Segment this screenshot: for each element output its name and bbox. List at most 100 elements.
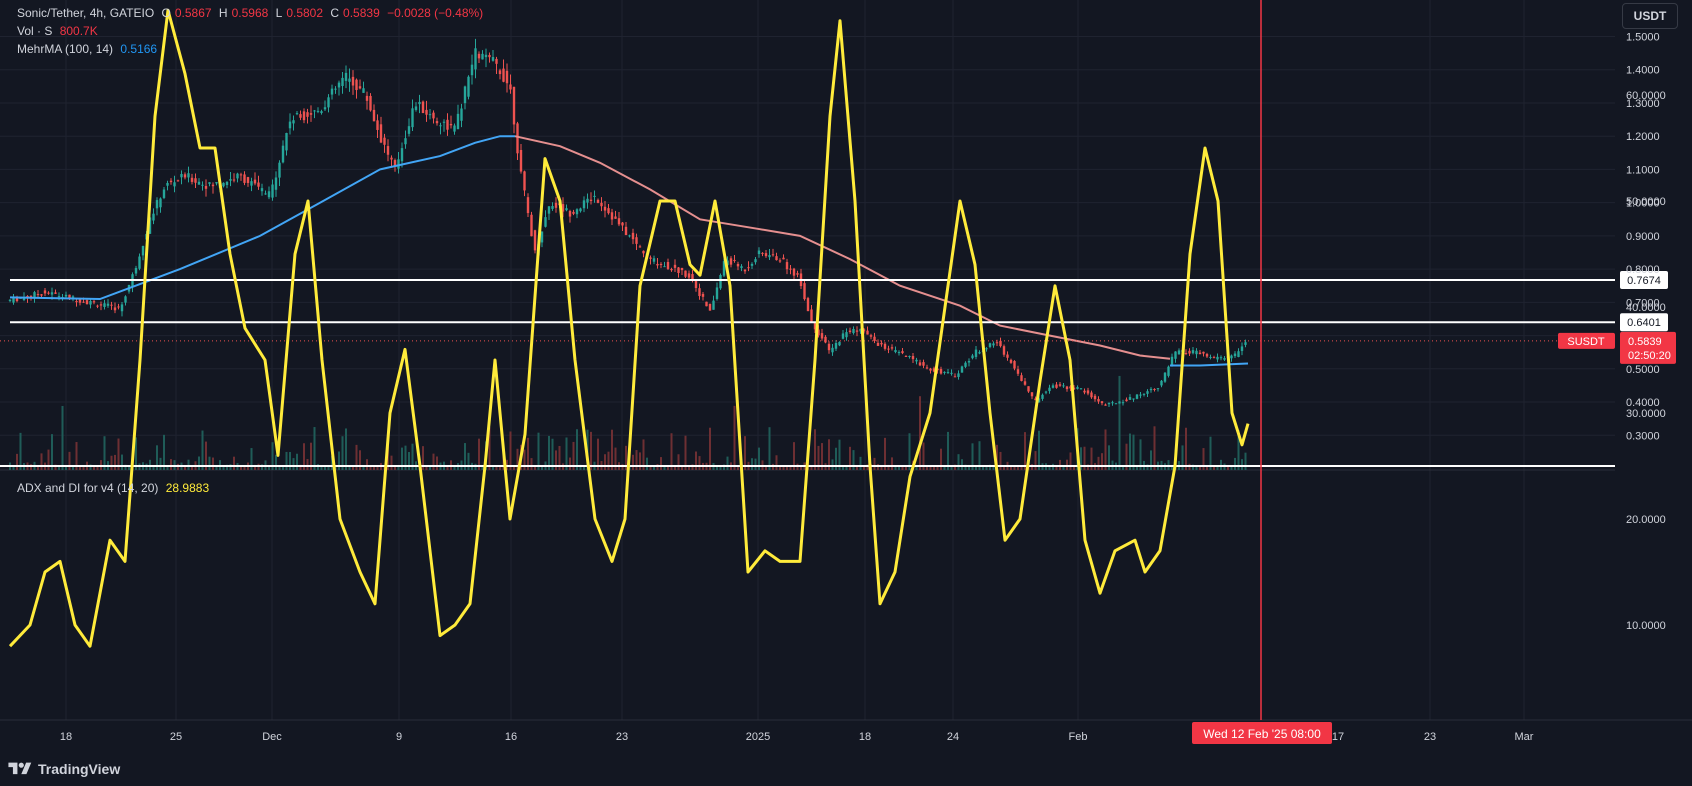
volume-bar xyxy=(429,465,431,470)
footer xyxy=(0,756,1692,786)
volume-bar xyxy=(261,464,263,470)
candle-body xyxy=(852,328,855,334)
candle-body xyxy=(873,336,876,342)
candle-body xyxy=(834,342,838,349)
volume-bar xyxy=(229,464,232,470)
volume-bar xyxy=(376,465,379,470)
candle-body xyxy=(1097,399,1100,402)
time-tick-label: 23 xyxy=(616,731,628,743)
volume-bar xyxy=(1220,459,1222,470)
candle-body xyxy=(477,53,481,59)
volume-bar xyxy=(894,465,897,470)
volume-bar xyxy=(1104,429,1107,470)
volume-bar xyxy=(170,459,172,470)
volume-bar xyxy=(985,465,988,470)
price-axis[interactable]: 1.5000 1.4000 1.3000 1.2000 1.1000 1.0000 0.90… xyxy=(1558,32,1676,443)
candle-body xyxy=(29,295,33,297)
adx-tick-label: 60.0000 xyxy=(1626,90,1666,102)
candle-body xyxy=(54,292,57,294)
candle-body xyxy=(292,120,295,124)
volume-bar xyxy=(891,457,893,470)
candle-body xyxy=(327,97,330,108)
candle-body xyxy=(810,309,813,323)
volume-bar xyxy=(212,457,214,470)
volume-bar xyxy=(387,445,389,470)
tradingview-logo[interactable]: TradingView xyxy=(8,760,120,778)
adx-tick-label: 10.0000 xyxy=(1626,620,1666,632)
volume-bar xyxy=(58,465,60,470)
volume-bar xyxy=(1013,465,1016,470)
candle-body xyxy=(176,180,180,182)
candle-body xyxy=(726,260,729,266)
volume-bar xyxy=(677,454,680,470)
candle-body xyxy=(341,77,344,87)
horizontal-levels[interactable]: 0.7674 0.6401 xyxy=(10,270,1668,332)
candle-body xyxy=(547,206,551,214)
close-label: C xyxy=(330,6,340,20)
volume-bar xyxy=(632,454,634,470)
volume-value: 800.7K xyxy=(59,24,98,38)
candle-body xyxy=(390,157,393,160)
adx-tick-label: 50.0000 xyxy=(1626,196,1666,208)
volume-bar xyxy=(299,464,302,470)
volume-bar xyxy=(1202,448,1205,470)
time-axis[interactable]: 18 25 Dec 9 16 23 2025 18 24 Feb 23 Mar 17 xyxy=(0,719,1692,743)
volume-bar xyxy=(625,445,627,470)
volume-legend[interactable]: Vol · S 800.7K xyxy=(17,24,102,38)
volume-bar xyxy=(1136,465,1138,470)
volume-bar xyxy=(184,465,186,470)
candle-body xyxy=(610,212,614,220)
volume-bar xyxy=(922,442,925,470)
candle-body xyxy=(554,202,558,208)
volume-bar xyxy=(453,465,456,470)
candle-body xyxy=(267,191,271,198)
candle-body xyxy=(1027,386,1030,392)
volume-bar xyxy=(929,465,932,470)
volume-bar xyxy=(821,443,823,470)
volume-bar xyxy=(446,465,449,470)
candle-body xyxy=(236,173,239,179)
candle-body xyxy=(103,303,106,307)
candle-body xyxy=(1058,384,1062,386)
volume-bar xyxy=(254,464,256,470)
candle-body xyxy=(57,296,61,298)
candle-body xyxy=(1114,403,1118,405)
volume-bar xyxy=(1150,450,1152,470)
adx-legend[interactable]: ADX and DI for v4 (14, 20) 28.9883 xyxy=(17,481,213,495)
volume-bar xyxy=(282,465,284,470)
volume-bar xyxy=(1213,465,1215,470)
volume-bar xyxy=(401,447,403,470)
candle-body xyxy=(796,273,799,275)
candle-body xyxy=(740,266,743,268)
candle-body xyxy=(75,301,78,303)
volume-bar xyxy=(89,464,92,470)
candle-body xyxy=(631,232,635,240)
ma-legend[interactable]: MehrMA (100, 14) 0.5166 xyxy=(17,42,161,56)
volume-bar xyxy=(30,464,32,470)
time-tick-label: 17 xyxy=(1332,731,1344,743)
volume-bar xyxy=(873,457,876,470)
candle-body xyxy=(232,179,236,181)
candle-body xyxy=(246,177,250,183)
volume-bar xyxy=(849,446,851,470)
candle-body xyxy=(621,222,624,226)
currency-button[interactable]: USDT xyxy=(1622,3,1678,29)
volume-bar xyxy=(523,449,526,470)
candle-body xyxy=(512,86,516,125)
volume-bar xyxy=(866,464,869,470)
volume-bar xyxy=(898,465,900,470)
price-tick-label: 1.1000 xyxy=(1626,164,1660,176)
candle-body xyxy=(1107,402,1111,405)
candle-body xyxy=(803,283,806,300)
candle-body xyxy=(313,110,316,112)
candle-body xyxy=(925,367,929,369)
candle-body xyxy=(995,342,999,344)
candle-body xyxy=(187,173,190,178)
candle-body xyxy=(733,259,736,261)
volume-bar xyxy=(152,465,155,470)
candle-body xyxy=(964,362,967,367)
volume-bar xyxy=(919,396,921,470)
time-tick-label: 24 xyxy=(947,731,959,743)
candle-body xyxy=(439,125,442,127)
